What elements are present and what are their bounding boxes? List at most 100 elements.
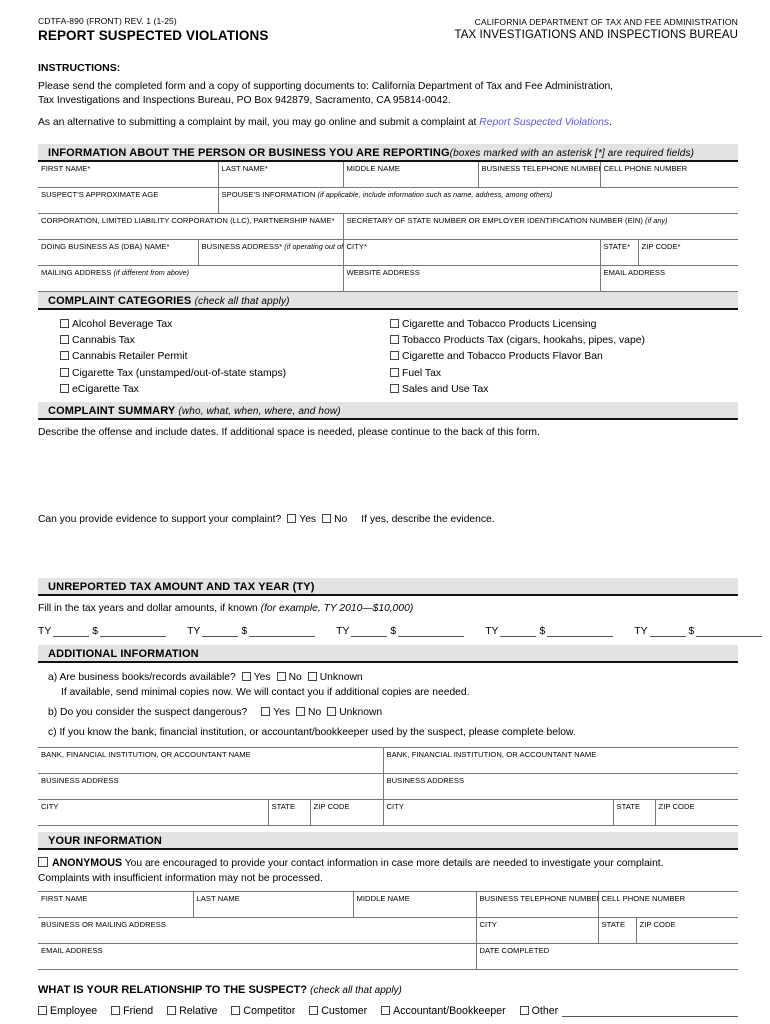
other-relationship-input[interactable]	[562, 1004, 738, 1018]
checkbox-icon[interactable]	[60, 383, 69, 393]
field-date-completed[interactable]: DATE COMPLETED	[476, 943, 739, 971]
table-row: BUSINESS ADDRESS BUSINESS ADDRESS	[38, 773, 739, 801]
field-bank-name-1[interactable]: BANK, FINANCIAL INSTITUTION, OR ACCOUNTA…	[38, 747, 384, 775]
field-bank-zip-1[interactable]: ZIP CODE	[310, 799, 384, 827]
field-label: LAST NAME*	[221, 163, 268, 173]
checkbox-icon[interactable]	[167, 1006, 177, 1016]
field-dba-name[interactable]: DOING BUSINESS AS (DBA) NAME*	[38, 239, 199, 266]
field-website-address[interactable]: WEBSITE ADDRESS	[343, 265, 601, 292]
field-your-business-telephone[interactable]: BUSINESS TELEPHONE NUMBER	[476, 891, 599, 919]
checkbox-row-other[interactable]: Other	[519, 1005, 558, 1017]
checkbox-icon[interactable]	[111, 1006, 121, 1016]
checkbox-icon-evidence-yes[interactable]	[287, 514, 297, 524]
checkbox-icon-dangerous-no[interactable]	[296, 707, 306, 717]
field-your-zip-code[interactable]: ZIP CODE	[636, 917, 739, 945]
table-row: BUSINESS OR MAILING ADDRESS CITY STATE Z…	[38, 917, 739, 945]
field-state[interactable]: STATE*	[600, 239, 639, 266]
checkbox-row-cannabis-tax[interactable]: Cannabis Tax	[60, 333, 388, 349]
field-mailing-address[interactable]: MAILING ADDRESS (if different from above…	[38, 265, 344, 292]
field-your-middle-name[interactable]: MIDDLE NAME	[353, 891, 477, 919]
checkbox-icon-books-no[interactable]	[276, 672, 286, 682]
report-suspected-violations-link[interactable]: Report Suspected Violations	[479, 117, 610, 128]
field-zip-code[interactable]: ZIP CODE*	[638, 239, 739, 266]
checkbox-row-accountant-bookkeeper[interactable]: Accountant/Bookkeeper	[381, 1005, 506, 1017]
checkbox-row-friend[interactable]: Friend	[111, 1005, 153, 1017]
field-your-last-name[interactable]: LAST NAME	[193, 891, 354, 919]
field-your-first-name[interactable]: FIRST NAME	[38, 891, 194, 919]
field-email-address[interactable]: EMAIL ADDRESS	[600, 265, 739, 292]
checkbox-icon[interactable]	[60, 351, 69, 361]
field-cell-phone[interactable]: CELL PHONE NUMBER	[600, 161, 739, 188]
ty-input-3[interactable]	[351, 625, 388, 638]
checkbox-row-cigarette-tax[interactable]: Cigarette Tax (unstamped/out-of-state st…	[60, 366, 388, 382]
amount-input-3[interactable]	[398, 625, 465, 638]
field-your-city[interactable]: CITY	[476, 917, 599, 945]
field-bank-state-1[interactable]: STATE	[268, 799, 311, 827]
field-bank-city-1[interactable]: CITY	[38, 799, 269, 827]
field-bank-address-2[interactable]: BUSINESS ADDRESS	[383, 773, 739, 801]
field-business-address[interactable]: BUSINESS ADDRESS* (if operating out of a…	[198, 239, 344, 266]
field-bank-name-2[interactable]: BANK, FINANCIAL INSTITUTION, OR ACCOUNTA…	[383, 747, 739, 775]
checkbox-icon[interactable]	[60, 319, 69, 328]
checkbox-icon-books-yes[interactable]	[241, 672, 251, 682]
field-bank-zip-2[interactable]: ZIP CODE	[655, 799, 739, 827]
checkbox-icon[interactable]	[390, 319, 399, 328]
checkbox-row-ecigarette-tax[interactable]: eCigarette Tax	[60, 382, 388, 398]
checkbox-row-customer[interactable]: Customer	[309, 1005, 367, 1017]
checkbox-row-competitor[interactable]: Competitor	[231, 1005, 295, 1017]
checkbox-row-sales-and-use-tax[interactable]: Sales and Use Tax	[390, 382, 738, 398]
ty-input-1[interactable]	[53, 625, 90, 638]
checkbox-icon-dangerous-unknown[interactable]	[327, 707, 337, 717]
checkbox-row-cannabis-retailer-permit[interactable]: Cannabis Retailer Permit	[60, 349, 388, 365]
field-corporation-name[interactable]: CORPORATION, LIMITED LIABILITY CORPORATI…	[38, 213, 344, 240]
field-your-state[interactable]: STATE	[598, 917, 637, 945]
ty-input-4[interactable]	[500, 625, 537, 638]
field-label: MIDDLE NAME	[346, 163, 400, 173]
checkbox-icon-evidence-no[interactable]	[322, 514, 332, 524]
field-your-email-address[interactable]: EMAIL ADDRESS	[38, 943, 477, 971]
field-business-telephone[interactable]: BUSINESS TELEPHONE NUMBER	[478, 161, 601, 188]
checkbox-icon[interactable]	[519, 1006, 529, 1016]
checkbox-icon[interactable]	[390, 383, 399, 393]
field-sos-ein[interactable]: SECRETARY OF STATE NUMBER OR EMPLOYER ID…	[343, 213, 739, 240]
amount-input-5[interactable]	[696, 625, 763, 638]
checkbox-icon[interactable]	[390, 351, 399, 361]
ty-input-5[interactable]	[649, 625, 686, 638]
field-your-cell-phone[interactable]: CELL PHONE NUMBER	[598, 891, 739, 919]
field-last-name[interactable]: LAST NAME*	[218, 161, 344, 188]
checkbox-icon[interactable]	[381, 1006, 391, 1016]
amount-input-1[interactable]	[100, 625, 167, 638]
checkbox-row-relative[interactable]: Relative	[167, 1005, 217, 1017]
ty-input-2[interactable]	[202, 625, 239, 638]
checkbox-row-tobacco-flavor-ban[interactable]: Cigarette and Tobacco Products Flavor Ba…	[390, 349, 738, 365]
amount-input-4[interactable]	[547, 625, 614, 638]
checkbox-icon[interactable]	[309, 1006, 319, 1016]
checkbox-icon[interactable]	[231, 1006, 241, 1016]
field-city[interactable]: CITY*	[343, 239, 601, 266]
field-bank-address-1[interactable]: BUSINESS ADDRESS	[38, 773, 384, 801]
field-your-business-mailing-address[interactable]: BUSINESS OR MAILING ADDRESS	[38, 917, 477, 945]
checkbox-icon[interactable]	[390, 335, 399, 345]
checkbox-icon-dangerous-yes[interactable]	[261, 707, 271, 717]
checkbox-row-alcohol-beverage-tax[interactable]: Alcohol Beverage Tax	[60, 317, 388, 333]
section-header-complaint-categories: COMPLAINT CATEGORIES (check all that app…	[38, 292, 738, 310]
checkbox-icon[interactable]	[60, 335, 69, 345]
checkbox-icon-anonymous[interactable]	[38, 857, 48, 868]
checkbox-icon-books-unknown[interactable]	[307, 672, 317, 682]
field-bank-city-2[interactable]: CITY	[383, 799, 614, 827]
field-bank-state-2[interactable]: STATE	[613, 799, 656, 827]
checkbox-label: Yes	[253, 672, 271, 684]
checkbox-icon[interactable]	[38, 1006, 47, 1016]
checkbox-row-employee[interactable]: Employee	[38, 1005, 97, 1017]
checkbox-row-fuel-tax[interactable]: Fuel Tax	[390, 366, 738, 382]
checkbox-row-tobacco-licensing[interactable]: Cigarette and Tobacco Products Licensing	[390, 317, 738, 333]
checkbox-icon[interactable]	[60, 367, 69, 377]
field-first-name[interactable]: FIRST NAME*	[38, 161, 219, 188]
field-middle-name[interactable]: MIDDLE NAME	[343, 161, 479, 188]
checkbox-icon[interactable]	[390, 367, 399, 377]
amount-input-2[interactable]	[249, 625, 316, 638]
field-label: CORPORATION, LIMITED LIABILITY CORPORATI…	[41, 216, 335, 225]
checkbox-row-tobacco-products-tax[interactable]: Tobacco Products Tax (cigars, hookahs, p…	[390, 333, 738, 349]
field-spouse-information[interactable]: SPOUSE'S INFORMATION (if applicable, inc…	[218, 187, 739, 214]
field-approximate-age[interactable]: SUSPECT'S APPROXIMATE AGE	[38, 187, 219, 214]
